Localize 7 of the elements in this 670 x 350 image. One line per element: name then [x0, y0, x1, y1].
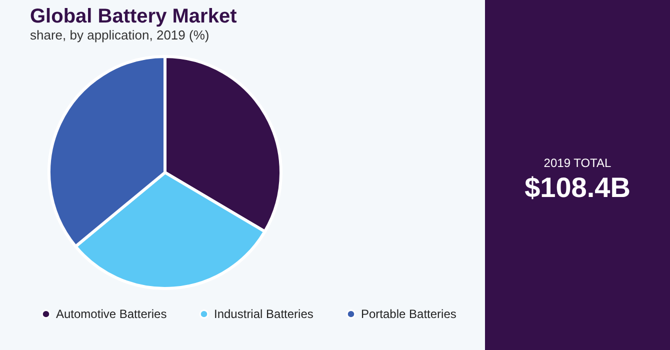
- legend-label: Industrial Batteries: [214, 307, 314, 322]
- legend-label: Portable Batteries: [361, 307, 456, 322]
- legend-label: Automotive Batteries: [56, 307, 167, 322]
- chart-title: Global Battery Market: [30, 6, 238, 28]
- text: 2019 TOTAL: [542, 156, 612, 170]
- chart-subtitle: share, by application, 2019 (%): [30, 28, 210, 42]
- text: $108.4B: [524, 172, 632, 204]
